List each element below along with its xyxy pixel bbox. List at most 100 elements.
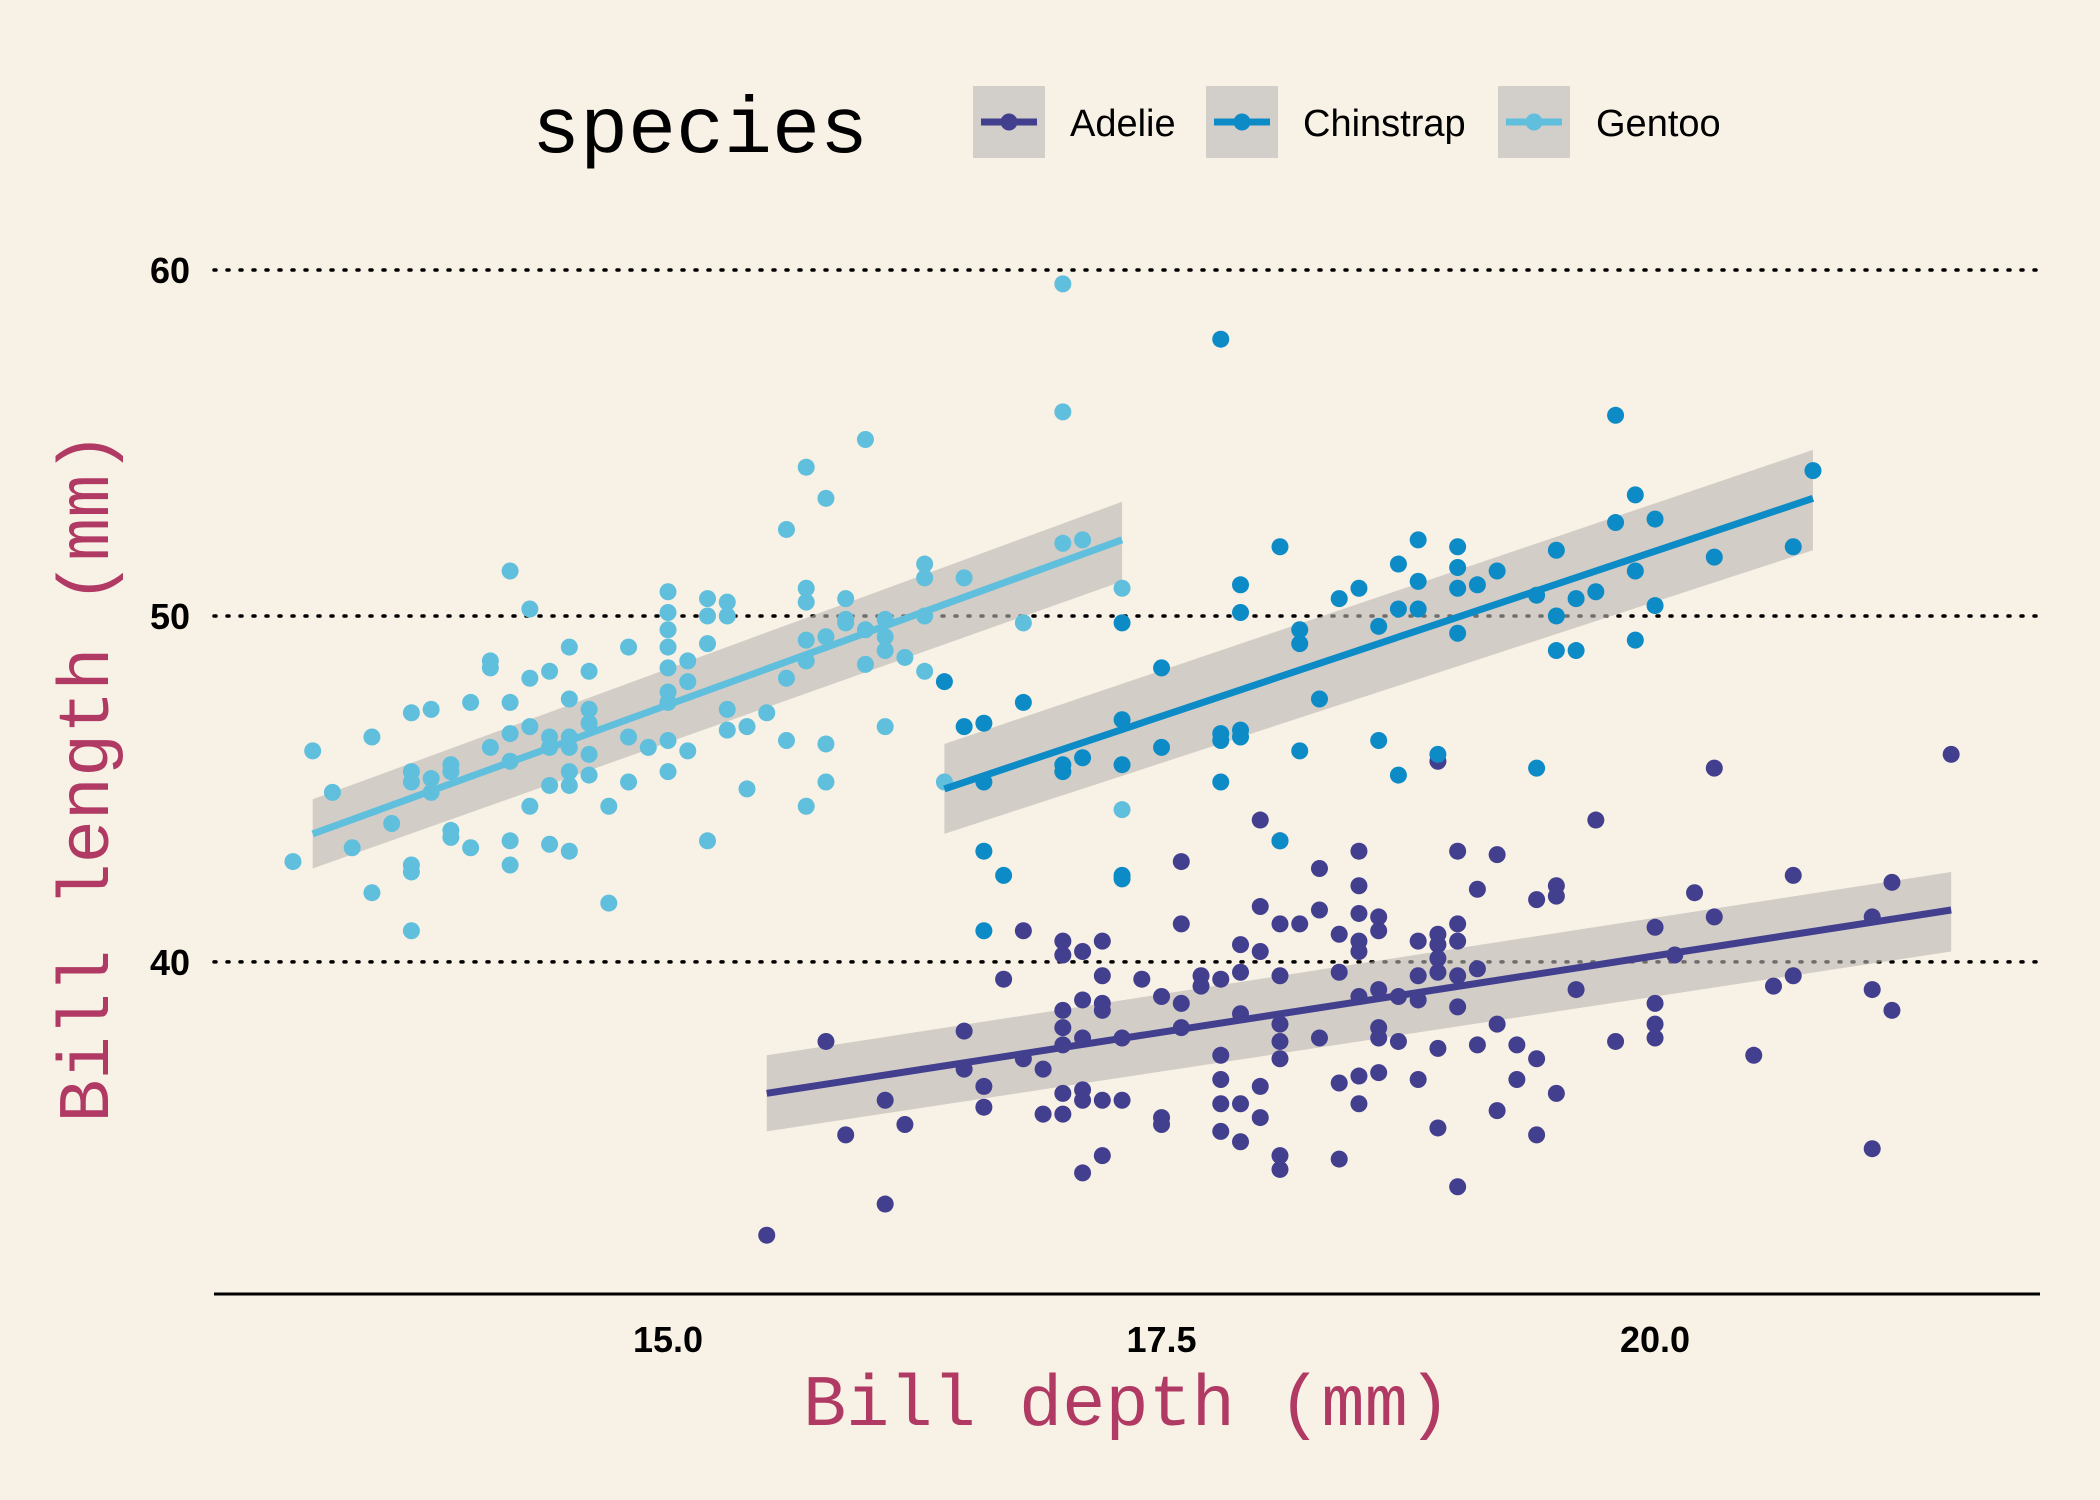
point-adelie <box>876 1091 894 1109</box>
point-chinstrap <box>1113 614 1131 632</box>
point-chinstrap <box>1232 576 1250 594</box>
point-chinstrap <box>1409 600 1427 618</box>
point-adelie <box>1330 925 1348 943</box>
point-gentoo <box>600 894 618 912</box>
point-gentoo <box>501 693 519 711</box>
point-adelie <box>975 1098 993 1116</box>
regression-line-chinstrap <box>943 495 1815 793</box>
point-gentoo <box>659 638 677 656</box>
point-adelie <box>1172 915 1190 933</box>
point-gentoo <box>521 669 539 687</box>
point-chinstrap <box>1547 607 1565 625</box>
point-adelie <box>896 1115 914 1133</box>
point-adelie <box>1133 970 1151 988</box>
point-gentoo <box>1014 614 1032 632</box>
point-adelie <box>1468 880 1486 898</box>
point-gentoo <box>580 700 598 718</box>
point-adelie <box>1093 1147 1111 1165</box>
point-gentoo <box>560 763 578 781</box>
point-gentoo <box>659 731 677 749</box>
x-tick-label: 17.5 <box>1127 1319 1197 1360</box>
point-gentoo <box>758 704 776 722</box>
point-gentoo <box>442 763 460 781</box>
y-tick-label: 60 <box>150 250 190 291</box>
x-axis-title: Bill depth (mm) <box>803 1365 1451 1447</box>
point-adelie <box>1528 1126 1546 1144</box>
point-adelie <box>1429 936 1447 954</box>
point-chinstrap <box>1389 766 1407 784</box>
point-adelie <box>1449 932 1467 950</box>
point-gentoo <box>402 863 420 881</box>
point-gentoo <box>521 718 539 736</box>
point-adelie <box>1054 946 1072 964</box>
point-chinstrap <box>1212 731 1230 749</box>
legend-label: Adelie <box>1070 103 1176 145</box>
point-gentoo <box>1054 403 1072 421</box>
point-chinstrap <box>1626 562 1644 580</box>
regression-line-gentoo <box>311 536 1124 838</box>
point-adelie <box>1705 908 1723 926</box>
point-chinstrap <box>1488 562 1506 580</box>
point-adelie <box>1883 873 1901 891</box>
point-adelie <box>1232 1133 1250 1151</box>
point-gentoo <box>837 614 855 632</box>
y-axis-title: Bill length (mm) <box>48 431 130 1122</box>
point-adelie <box>1508 1036 1526 1054</box>
point-chinstrap <box>1528 759 1546 777</box>
point-chinstrap <box>1271 538 1289 556</box>
point-adelie <box>1232 963 1250 981</box>
point-chinstrap <box>1291 742 1309 760</box>
point-adelie <box>1330 1150 1348 1168</box>
point-chinstrap <box>1113 870 1131 888</box>
point-adelie <box>1745 1046 1763 1064</box>
point-gentoo <box>620 638 638 656</box>
point-adelie <box>1863 1140 1881 1158</box>
point-gentoo <box>659 583 677 601</box>
point-gentoo <box>481 659 499 677</box>
point-gentoo <box>679 742 697 760</box>
legend-item-chinstrap: Chinstrap <box>1206 86 1466 158</box>
point-adelie <box>1449 842 1467 860</box>
point-chinstrap <box>1113 711 1131 729</box>
point-gentoo <box>777 669 795 687</box>
point-chinstrap <box>1804 462 1822 480</box>
point-gentoo <box>916 662 934 680</box>
point-gentoo <box>797 631 815 649</box>
point-adelie <box>1449 1178 1467 1196</box>
point-adelie <box>1409 1071 1427 1089</box>
point-adelie <box>1093 967 1111 985</box>
point-adelie <box>1488 1015 1506 1033</box>
legend-item-adelie: Adelie <box>973 86 1176 158</box>
point-gentoo <box>541 776 559 794</box>
point-gentoo <box>837 590 855 608</box>
point-adelie <box>1528 1050 1546 1068</box>
point-adelie <box>1271 1015 1289 1033</box>
point-gentoo <box>363 728 381 746</box>
point-adelie <box>1113 1091 1131 1109</box>
point-gentoo <box>797 797 815 815</box>
point-adelie <box>1528 891 1546 909</box>
point-gentoo <box>699 607 717 625</box>
point-gentoo <box>343 839 361 857</box>
point-chinstrap <box>1547 642 1565 660</box>
point-adelie <box>1429 1119 1447 1137</box>
point-adelie <box>1172 994 1190 1012</box>
point-adelie <box>1291 915 1309 933</box>
point-gentoo <box>580 714 598 732</box>
point-adelie <box>1468 1036 1486 1054</box>
point-gentoo <box>442 828 460 846</box>
point-adelie <box>1370 908 1388 926</box>
point-chinstrap <box>1370 731 1388 749</box>
point-gentoo <box>521 797 539 815</box>
point-chinstrap <box>1607 406 1625 424</box>
point-chinstrap <box>1567 590 1585 608</box>
point-chinstrap <box>1626 631 1644 649</box>
point-adelie <box>1449 967 1467 985</box>
point-gentoo <box>699 635 717 653</box>
point-gentoo <box>580 662 598 680</box>
point-adelie <box>1646 994 1664 1012</box>
point-chinstrap <box>1449 579 1467 597</box>
point-chinstrap <box>1449 559 1467 577</box>
point-adelie <box>1054 1084 1072 1102</box>
point-adelie <box>1488 846 1506 864</box>
